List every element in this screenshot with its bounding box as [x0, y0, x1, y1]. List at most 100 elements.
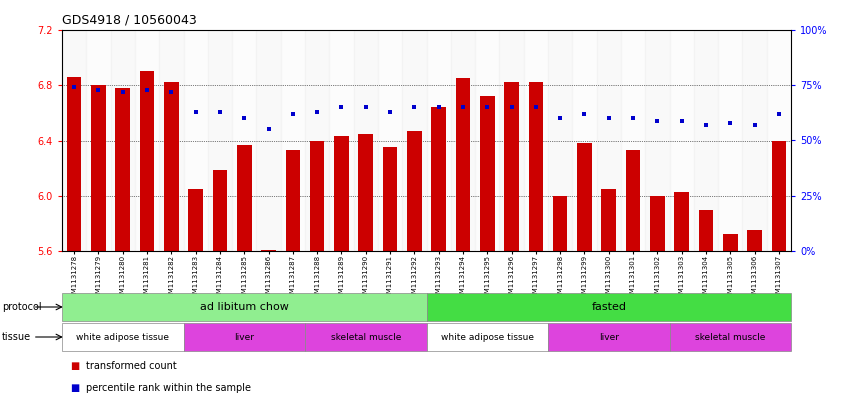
Text: skeletal muscle: skeletal muscle — [331, 332, 401, 342]
Point — [723, 120, 737, 126]
Bar — [212, 169, 228, 251]
Bar — [504, 83, 519, 251]
Point — [529, 104, 542, 110]
Bar — [723, 235, 738, 251]
Bar — [329, 30, 354, 251]
Bar — [159, 30, 184, 251]
Bar — [572, 30, 596, 251]
Bar — [602, 189, 616, 251]
Bar — [426, 30, 451, 251]
Bar — [281, 30, 305, 251]
Point — [213, 108, 227, 115]
Bar — [184, 323, 305, 351]
Text: transformed count: transformed count — [85, 362, 177, 371]
Bar — [699, 209, 713, 251]
Point — [359, 104, 372, 110]
Bar — [140, 72, 154, 251]
Bar — [552, 196, 568, 251]
Bar — [674, 192, 689, 251]
Text: white adipose tissue: white adipose tissue — [76, 332, 169, 342]
Bar — [694, 30, 718, 251]
Point — [310, 108, 324, 115]
Bar — [359, 134, 373, 251]
Point — [68, 84, 81, 91]
Bar — [524, 30, 548, 251]
Bar — [111, 30, 135, 251]
Point — [553, 115, 567, 121]
Text: ■: ■ — [70, 383, 80, 393]
Bar — [772, 141, 786, 251]
Bar — [164, 83, 179, 251]
Bar — [378, 30, 402, 251]
Bar — [718, 30, 743, 251]
Bar — [62, 30, 86, 251]
Bar — [669, 30, 694, 251]
Point — [748, 122, 761, 128]
Bar — [62, 293, 426, 321]
Point — [699, 122, 712, 128]
Text: tissue: tissue — [2, 332, 31, 342]
Bar — [67, 77, 81, 251]
Bar — [305, 30, 329, 251]
Bar — [621, 30, 645, 251]
Bar — [237, 145, 251, 251]
Bar — [305, 323, 426, 351]
Point — [626, 115, 640, 121]
Bar — [402, 30, 426, 251]
Point — [456, 104, 470, 110]
Bar — [184, 30, 208, 251]
Bar — [548, 323, 669, 351]
Bar — [208, 30, 232, 251]
Bar — [743, 30, 766, 251]
Bar — [426, 293, 791, 321]
Bar — [62, 323, 184, 351]
Point — [602, 115, 616, 121]
Point — [261, 126, 275, 132]
Point — [116, 89, 129, 95]
Bar — [232, 30, 256, 251]
Bar — [286, 150, 300, 251]
Bar — [310, 141, 324, 251]
Point — [91, 86, 105, 93]
Bar — [480, 96, 495, 251]
Bar — [650, 196, 665, 251]
Text: percentile rank within the sample: percentile rank within the sample — [85, 383, 250, 393]
Bar — [456, 78, 470, 251]
Text: GDS4918 / 10560043: GDS4918 / 10560043 — [62, 13, 197, 26]
Point — [140, 86, 154, 93]
Bar — [426, 323, 548, 351]
Text: ad libitum chow: ad libitum chow — [200, 302, 288, 312]
Text: liver: liver — [599, 332, 618, 342]
Bar — [115, 88, 130, 251]
Point — [651, 118, 664, 124]
Point — [481, 104, 494, 110]
Text: skeletal muscle: skeletal muscle — [695, 332, 766, 342]
Bar — [135, 30, 159, 251]
Bar — [91, 85, 106, 251]
Point — [335, 104, 349, 110]
Point — [238, 115, 251, 121]
Text: ■: ■ — [70, 362, 80, 371]
Point — [505, 104, 519, 110]
Point — [772, 111, 786, 117]
Bar — [669, 323, 791, 351]
Bar — [256, 30, 281, 251]
Point — [165, 89, 179, 95]
Bar — [645, 30, 669, 251]
Point — [578, 111, 591, 117]
Bar — [189, 189, 203, 251]
Bar — [499, 30, 524, 251]
Bar — [475, 30, 499, 251]
Text: liver: liver — [234, 332, 255, 342]
Bar — [451, 30, 475, 251]
Bar — [529, 83, 543, 251]
Bar — [577, 143, 591, 251]
Point — [408, 104, 421, 110]
Point — [383, 108, 397, 115]
Point — [189, 108, 202, 115]
Point — [286, 111, 299, 117]
Point — [431, 104, 445, 110]
Text: fasted: fasted — [591, 302, 626, 312]
Bar — [354, 30, 378, 251]
Bar — [596, 30, 621, 251]
